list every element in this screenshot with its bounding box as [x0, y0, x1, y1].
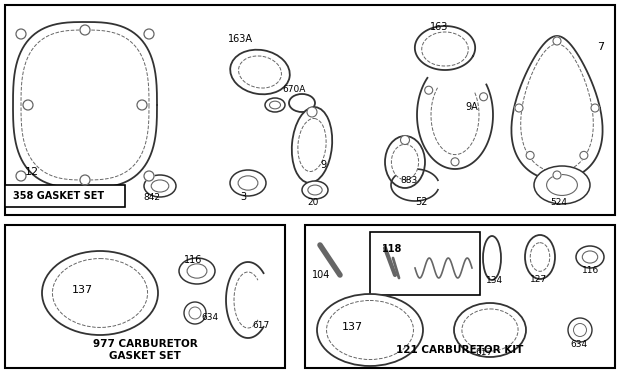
Text: 7: 7	[597, 42, 604, 52]
Ellipse shape	[53, 258, 148, 328]
Circle shape	[307, 107, 317, 117]
Circle shape	[137, 100, 147, 110]
Text: 358 GASKET SET: 358 GASKET SET	[13, 191, 104, 201]
Ellipse shape	[42, 251, 158, 335]
Text: 116: 116	[582, 266, 600, 275]
Ellipse shape	[582, 251, 598, 263]
Circle shape	[526, 151, 534, 159]
Text: 134: 134	[486, 276, 503, 285]
Text: 137: 137	[72, 285, 93, 295]
Ellipse shape	[239, 56, 281, 88]
Text: 137: 137	[342, 322, 363, 332]
Ellipse shape	[230, 50, 290, 94]
Circle shape	[479, 93, 487, 101]
Circle shape	[80, 175, 90, 185]
Circle shape	[574, 324, 587, 337]
Circle shape	[184, 302, 206, 324]
Text: 634: 634	[570, 340, 587, 349]
Text: 52: 52	[415, 197, 428, 207]
Ellipse shape	[462, 309, 518, 351]
Ellipse shape	[151, 180, 169, 192]
Ellipse shape	[265, 98, 285, 112]
Text: 104: 104	[312, 270, 330, 280]
Text: 524: 524	[550, 198, 567, 207]
Circle shape	[451, 158, 459, 166]
Bar	[5, 185, 125, 207]
Text: 20: 20	[307, 198, 319, 207]
Ellipse shape	[292, 107, 332, 183]
Text: 634: 634	[201, 313, 218, 322]
Circle shape	[80, 25, 90, 35]
Text: 9: 9	[320, 160, 326, 170]
Circle shape	[144, 29, 154, 39]
Text: 12: 12	[25, 167, 39, 177]
Text: 116: 116	[184, 255, 202, 265]
Ellipse shape	[327, 300, 414, 359]
Ellipse shape	[270, 101, 280, 109]
Text: 977 CARBURETOR
GASKET SET: 977 CARBURETOR GASKET SET	[92, 339, 197, 361]
Text: 9A: 9A	[465, 102, 478, 112]
Circle shape	[591, 104, 599, 112]
Text: 121 CARBURETOR KIT: 121 CARBURETOR KIT	[396, 345, 524, 355]
Ellipse shape	[187, 264, 207, 278]
Circle shape	[515, 104, 523, 112]
Bar	[370, 232, 480, 295]
Ellipse shape	[530, 243, 550, 271]
Text: 842: 842	[143, 193, 160, 202]
Ellipse shape	[454, 303, 526, 357]
Ellipse shape	[302, 181, 328, 199]
Text: 118: 118	[382, 244, 402, 254]
Circle shape	[23, 100, 33, 110]
Ellipse shape	[230, 170, 266, 196]
Ellipse shape	[534, 166, 590, 204]
Ellipse shape	[547, 175, 577, 196]
Text: 670A: 670A	[282, 85, 306, 94]
Ellipse shape	[391, 144, 419, 180]
Text: 617: 617	[252, 321, 269, 330]
Circle shape	[16, 29, 26, 39]
Ellipse shape	[308, 185, 322, 195]
Bar	[5, 225, 285, 368]
Ellipse shape	[576, 246, 604, 268]
Circle shape	[568, 318, 592, 342]
Text: 127: 127	[530, 275, 547, 284]
Ellipse shape	[238, 176, 258, 190]
Circle shape	[580, 151, 588, 159]
Ellipse shape	[525, 235, 555, 279]
Ellipse shape	[289, 94, 315, 112]
Bar	[5, 5, 615, 215]
Ellipse shape	[385, 136, 425, 188]
Ellipse shape	[483, 236, 501, 280]
Ellipse shape	[298, 119, 326, 172]
Text: 163A: 163A	[228, 34, 253, 44]
Text: 163: 163	[430, 22, 448, 32]
Circle shape	[425, 86, 433, 94]
Circle shape	[144, 171, 154, 181]
Circle shape	[189, 307, 201, 319]
Circle shape	[553, 37, 561, 45]
Ellipse shape	[144, 175, 176, 197]
Circle shape	[16, 171, 26, 181]
Text: 617: 617	[475, 348, 492, 357]
Text: 883: 883	[400, 176, 417, 185]
Bar	[305, 225, 615, 368]
Text: 3: 3	[240, 192, 246, 202]
Ellipse shape	[179, 258, 215, 284]
Circle shape	[553, 171, 561, 179]
Circle shape	[401, 135, 409, 144]
Ellipse shape	[317, 294, 423, 366]
